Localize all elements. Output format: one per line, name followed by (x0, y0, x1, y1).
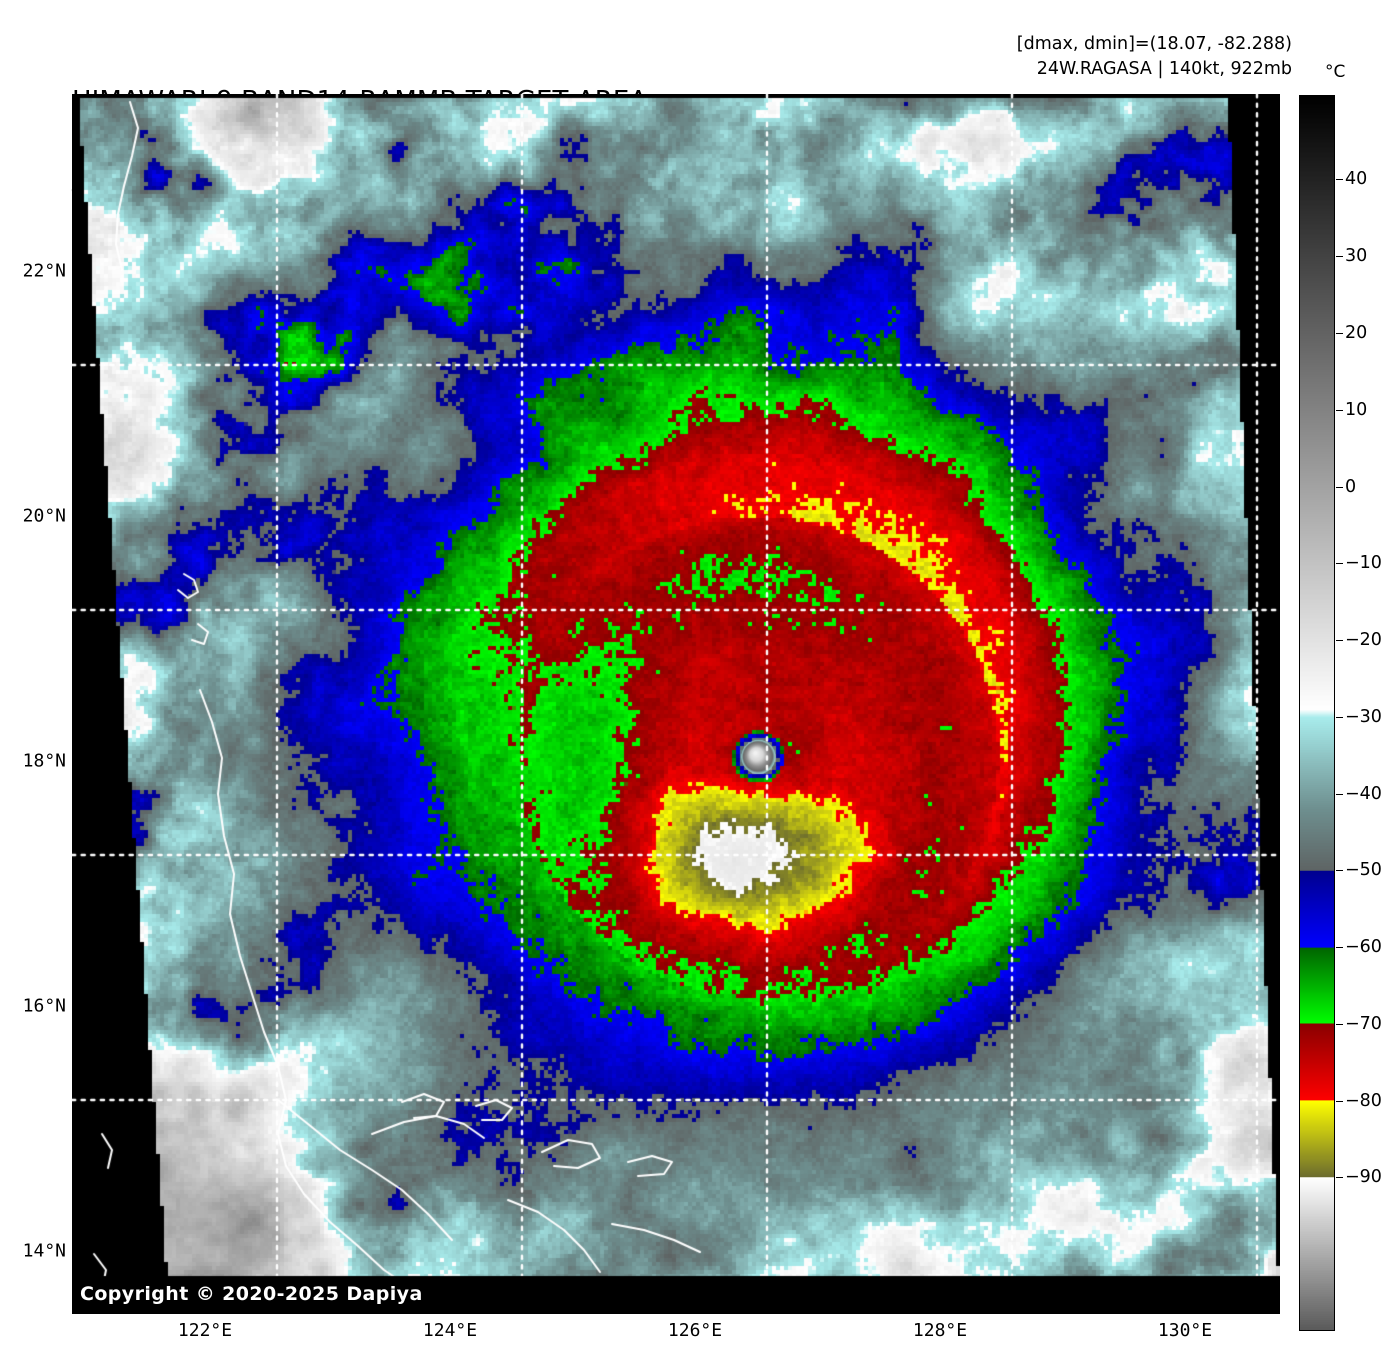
colorbar-tick-label: 20 (1345, 322, 1368, 343)
dmax-dmin-line: [dmax, dmin]=(18.07, -82.288) (1016, 34, 1292, 54)
colorbar-tick-mark (1336, 1177, 1343, 1179)
colorbar-tick-label: 0 (1345, 476, 1357, 497)
lat-tick-label: 22°N (22, 260, 66, 282)
colorbar-tick-label: −60 (1345, 937, 1382, 958)
satellite-image-panel[interactable] (72, 94, 1280, 1314)
colorbar-tick-label: −20 (1345, 630, 1382, 651)
colorbar-tick-label: −30 (1345, 706, 1382, 727)
colorbar-tick-mark (1336, 793, 1343, 795)
colorbar-tick-mark (1336, 332, 1343, 334)
colorbar-unit-label: °C (1325, 62, 1346, 82)
colorbar-tick-mark (1336, 1023, 1343, 1025)
colorbar-tick-mark (1336, 409, 1343, 411)
lat-tick-label: 18°N (22, 750, 66, 772)
colorbar-tick-mark (1336, 1100, 1343, 1102)
colorbar-tick-label: 30 (1345, 246, 1368, 267)
lon-tick-label: 126°E (667, 1320, 723, 1341)
satellite-infrared-imagery[interactable] (72, 94, 1280, 1314)
colorbar-gradient (1299, 95, 1335, 1331)
copyright-notice: Copyright © 2020-2025 Dapiya (80, 1283, 423, 1305)
colorbar-tick-mark (1336, 486, 1343, 488)
colorbar-tick-mark (1336, 640, 1343, 642)
colorbar-tick-mark (1336, 947, 1343, 949)
colorbar-tick-mark (1336, 179, 1343, 181)
lon-tick-label: 128°E (912, 1320, 968, 1341)
metadata-block: [dmax, dmin]=(18.07, -82.288) 24W.RAGASA… (1017, 32, 1292, 82)
lon-tick-label: 124°E (422, 1320, 478, 1341)
colorbar-tick-label: −80 (1345, 1090, 1382, 1111)
colorbar-tick-label: −10 (1345, 553, 1382, 574)
colorbar-tick-label: 10 (1345, 399, 1368, 420)
colorbar-tick-mark (1336, 563, 1343, 565)
colorbar-tick-mark (1336, 870, 1343, 872)
colorbar-tick-label: −40 (1345, 783, 1382, 804)
lat-tick-label: 20°N (22, 505, 66, 527)
temperature-colorbar[interactable] (1299, 95, 1335, 1331)
colorbar-tick-mark (1336, 716, 1343, 718)
lon-tick-label: 122°E (177, 1320, 233, 1341)
lat-tick-label: 14°N (22, 1240, 66, 1262)
colorbar-tick-label: −70 (1345, 1013, 1382, 1034)
lon-tick-label: 130°E (1157, 1320, 1213, 1341)
lat-tick-label: 16°N (22, 995, 66, 1017)
colorbar-tick-label: −50 (1345, 860, 1382, 881)
colorbar-tick-mark (1336, 256, 1343, 258)
colorbar-tick-label: 40 (1345, 169, 1368, 190)
colorbar-tick-label: −90 (1345, 1167, 1382, 1188)
storm-info-line: 24W.RAGASA | 140kt, 922mb (1036, 58, 1292, 79)
